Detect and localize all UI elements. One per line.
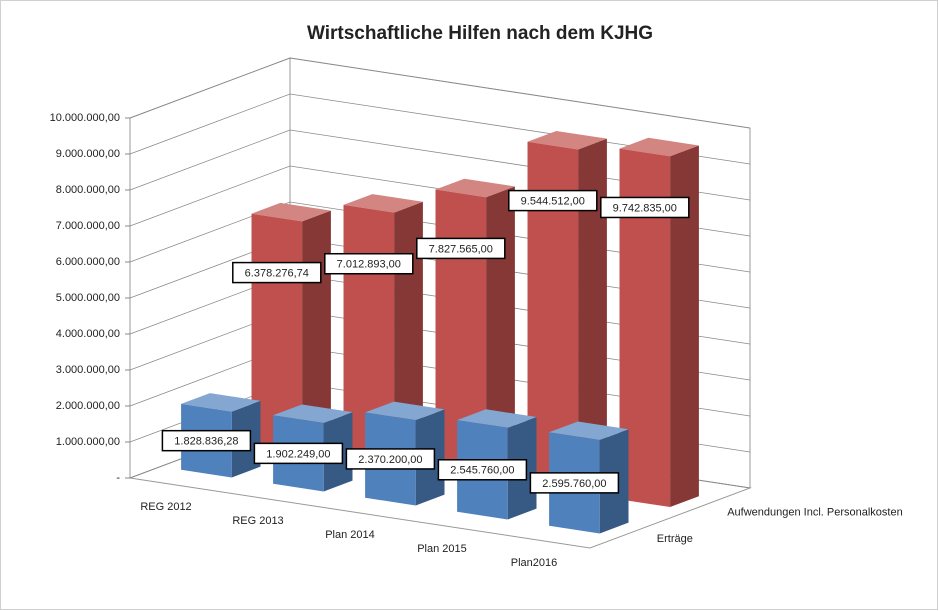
bar-front (619, 148, 671, 508)
x-tick-label: Plan 2014 (325, 529, 375, 541)
x-tick-label: REG 2013 (232, 515, 283, 527)
chart-title: Wirtschaftliche Hilfen nach dem KJHG (307, 23, 653, 44)
y-tick-label: 1.000.000,00 (56, 436, 120, 448)
bar (527, 130, 607, 494)
y-tick-label: 5.000.000,00 (56, 292, 120, 304)
value-label-box (437, 459, 528, 481)
y-tick-label: 9.000.000,00 (56, 148, 120, 160)
bar-top (549, 421, 629, 441)
bar (435, 178, 515, 480)
bar-top (619, 137, 699, 157)
bar-top (457, 409, 537, 428)
value-label-box (324, 252, 414, 275)
x-tick-label: Plan2016 (511, 557, 558, 569)
value-label: 7.012.893,00 (337, 259, 401, 271)
value-label-box (600, 196, 690, 219)
value-label: 1.828.836,28 (174, 436, 238, 448)
y-tick-label: 10.000.000,00 (50, 112, 120, 124)
bar-front (527, 141, 579, 494)
value-label-box (416, 237, 506, 260)
bar (619, 137, 699, 508)
y-tick-label: - (116, 472, 120, 484)
value-label: 2.370.200,00 (358, 454, 422, 466)
value-label: 2.545.760,00 (450, 465, 514, 477)
bar-side (670, 145, 699, 508)
y-tick-label: 4.000.000,00 (56, 328, 120, 340)
y-tick-label: 8.000.000,00 (56, 184, 120, 196)
bar-top (273, 404, 353, 423)
value-label-box (345, 448, 436, 470)
y-tick-label: 2.000.000,00 (56, 400, 120, 412)
value-label: 1.902.249,00 (266, 448, 330, 460)
x-tick-label: Plan 2015 (417, 543, 467, 555)
bar-top (181, 393, 261, 412)
y-tick-label: 3.000.000,00 (56, 364, 120, 376)
x-tick-label: REG 2012 (140, 501, 191, 513)
series-label: Aufwendungen Incl. Personalkosten (727, 507, 903, 519)
y-tick-label: 6.000.000,00 (56, 256, 120, 268)
bar-top (435, 178, 515, 198)
grid-line (129, 57, 751, 129)
bar-top (251, 202, 331, 222)
bar-side (486, 186, 515, 480)
value-label-box (529, 472, 620, 494)
value-label-box (161, 429, 252, 452)
value-label-box (508, 189, 598, 212)
value-label: 9.544.512,00 (521, 196, 585, 208)
value-label: 7.827.565,00 (429, 243, 493, 255)
value-label-box (253, 442, 344, 465)
bar-side (578, 138, 607, 494)
bar-top (365, 401, 445, 421)
bar-top (343, 194, 423, 213)
value-label: 2.595.760,00 (542, 478, 606, 490)
y-tick-label: 7.000.000,00 (56, 220, 120, 232)
value-label: 9.742.835,00 (613, 202, 677, 214)
bar-front (435, 189, 487, 480)
value-label-box (232, 261, 322, 284)
value-label: 6.378.276,74 (245, 267, 309, 279)
series-label: Erträge (657, 533, 693, 545)
bar-top (527, 130, 607, 150)
